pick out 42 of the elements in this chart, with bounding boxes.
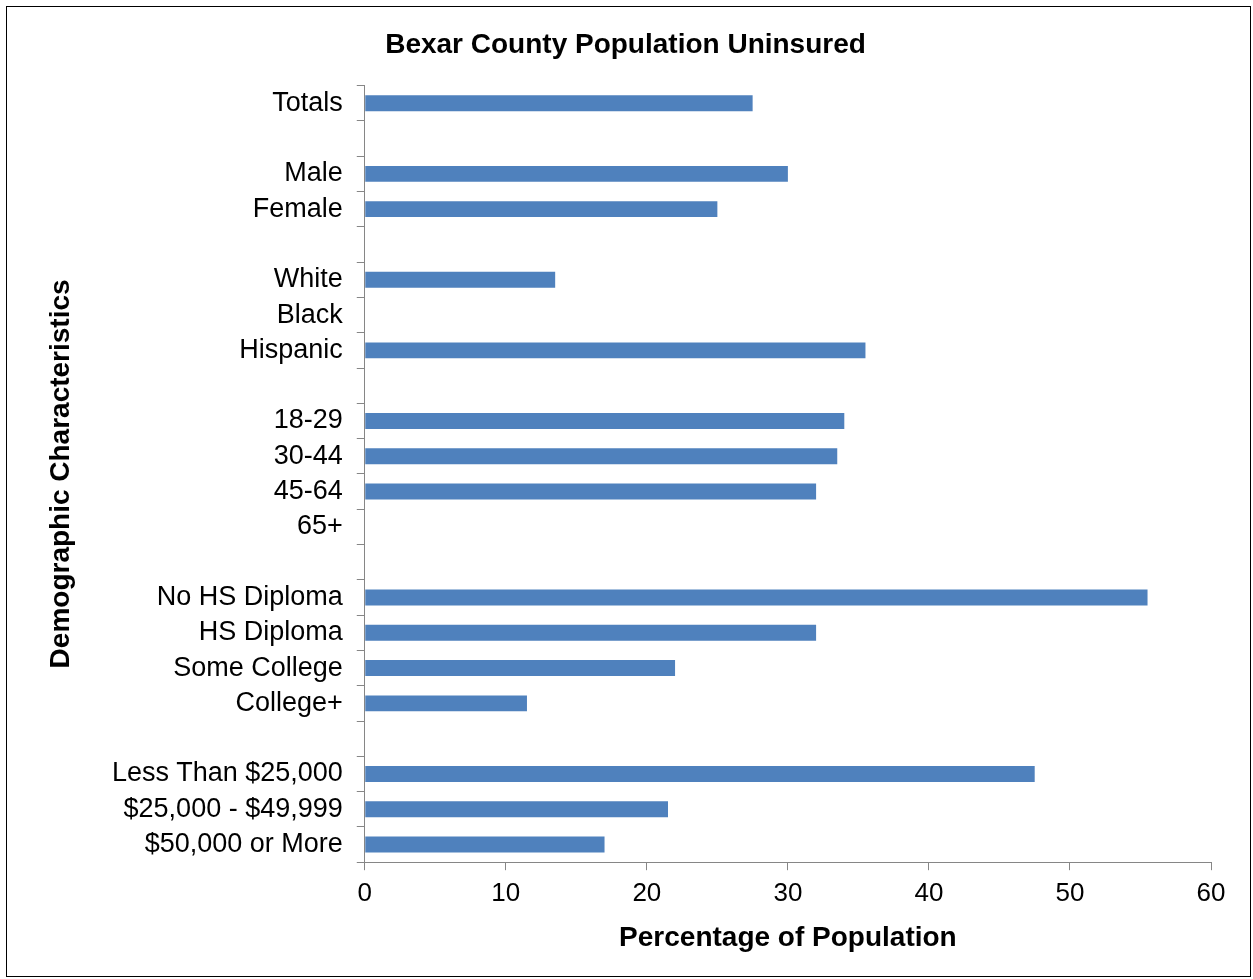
bar — [365, 448, 838, 465]
y-tick-label: Less Than $25,000 — [112, 757, 343, 788]
y-tick-label: HS Diploma — [198, 616, 344, 647]
y-tick-label: $25,000 - $49,999 — [123, 792, 343, 823]
y-tick-label: Male — [284, 157, 343, 188]
y-tick-label: 30-44 — [273, 439, 343, 470]
bar — [365, 589, 1148, 606]
bar — [365, 801, 669, 818]
bar — [365, 271, 556, 288]
y-tick-label: Hispanic — [239, 333, 343, 364]
x-tick-label: 60 — [1196, 876, 1226, 907]
y-tick-label: Female — [252, 192, 343, 223]
bar — [365, 483, 817, 500]
x-tick-label: 30 — [773, 876, 803, 907]
bar — [365, 660, 676, 676]
y-tick-label: $50,000 or More — [144, 828, 343, 858]
y-tick-label: No HS Diploma — [156, 580, 344, 611]
y-axis-title: Demographic Characteristics — [43, 279, 75, 669]
y-tick-label: Black — [276, 298, 344, 329]
x-tick-label: 50 — [1055, 876, 1085, 907]
x-tick-label: 20 — [632, 876, 662, 907]
bar — [365, 695, 527, 712]
y-tick-label: 45-64 — [273, 475, 343, 505]
bar — [365, 342, 866, 359]
bar — [365, 836, 605, 853]
chart-title: Bexar County Population Uninsured — [385, 27, 866, 59]
y-tick-label: 18-29 — [273, 404, 343, 435]
bar — [365, 165, 788, 182]
bar — [365, 624, 817, 641]
x-tick-label: 10 — [491, 876, 521, 907]
y-tick-label: Totals — [272, 86, 343, 117]
x-tick-label: 0 — [357, 876, 373, 907]
y-tick-label: Some College — [173, 651, 343, 682]
bar — [365, 201, 718, 218]
x-axis-title: Percentage of Population — [619, 920, 957, 952]
x-tick-label: 40 — [914, 876, 944, 907]
bar — [365, 766, 1035, 782]
y-tick-label: 65+ — [296, 510, 343, 541]
y-tick-label: White — [273, 263, 343, 294]
y-tick-label: College+ — [235, 686, 343, 717]
bar — [365, 95, 753, 112]
bar — [365, 413, 845, 429]
